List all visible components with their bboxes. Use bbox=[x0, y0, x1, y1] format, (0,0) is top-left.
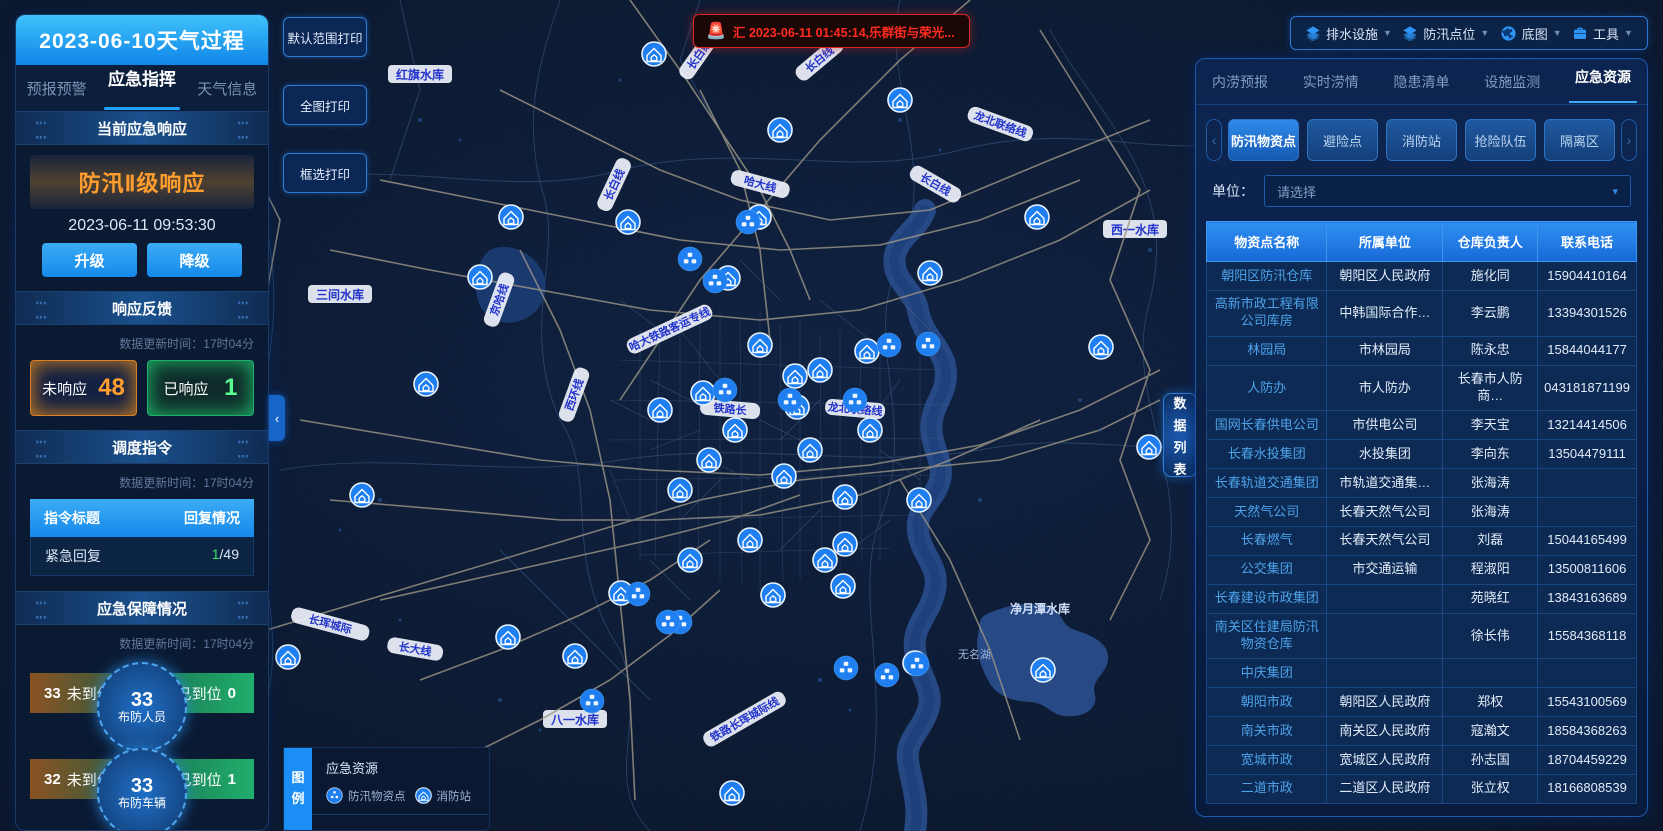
svg-text:净月潭水库: 净月潭水库 bbox=[1010, 601, 1070, 616]
svg-text:三间水库: 三间水库 bbox=[316, 287, 364, 302]
svg-text:西一水库: 西一水库 bbox=[1111, 222, 1159, 237]
svg-text:红旗水库: 红旗水库 bbox=[396, 67, 444, 82]
svg-text:八一水库: 八一水库 bbox=[550, 712, 599, 727]
svg-text:无名湖: 无名湖 bbox=[958, 647, 991, 661]
